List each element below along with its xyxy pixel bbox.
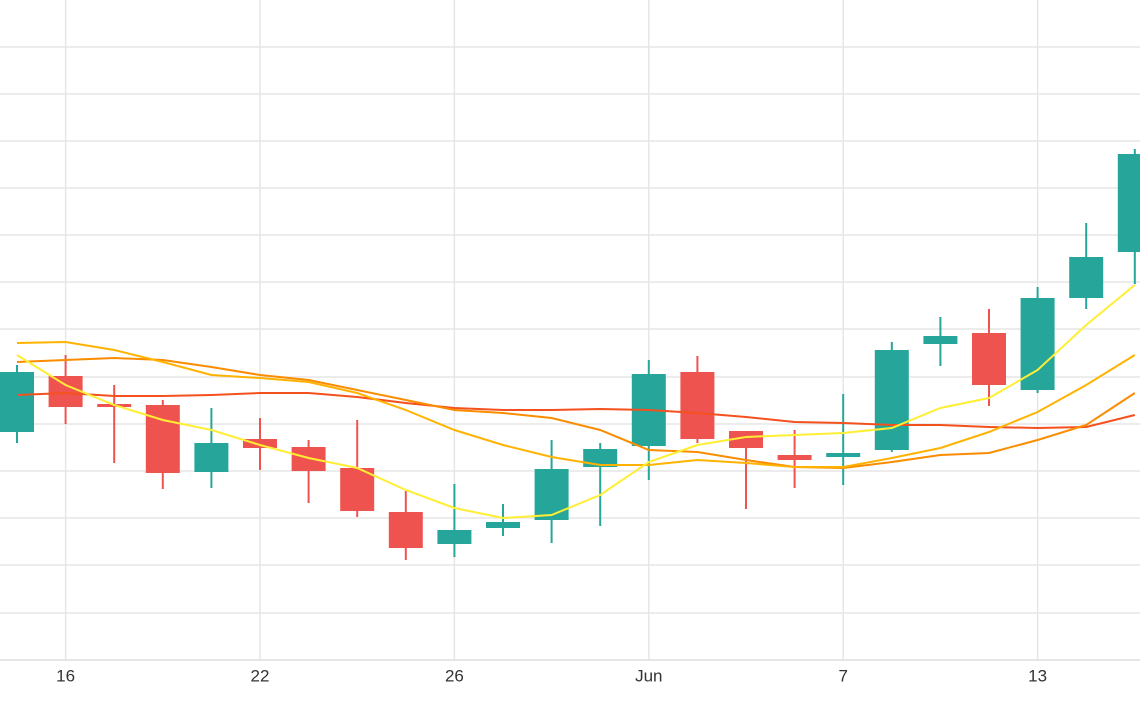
candle-body: [388, 512, 423, 548]
candle-body: [826, 453, 861, 457]
candle-body: [972, 333, 1006, 385]
candle-body: [194, 443, 229, 472]
candle-body: [729, 431, 763, 448]
candle-body: [437, 530, 472, 544]
candle-body: [874, 350, 909, 450]
x-tick-label: Jun: [635, 666, 662, 685]
x-tick-label: 22: [251, 666, 270, 685]
candle-body: [777, 455, 812, 460]
candle-body: [923, 336, 958, 344]
candle-body: [340, 468, 375, 511]
candle-body: [145, 405, 180, 473]
candle-body: [1069, 257, 1104, 298]
candle-body: [1020, 298, 1055, 390]
x-tick-label: 7: [838, 666, 847, 685]
moving-average-line: [16, 391, 1136, 430]
candle-body: [243, 439, 277, 448]
candle-body: [486, 522, 520, 528]
moving-average-line: [16, 340, 1136, 468]
moving-average-line: [16, 284, 1136, 520]
candle-body: [680, 372, 715, 439]
candle-body: [583, 449, 618, 467]
x-tick-label: 26: [445, 666, 464, 685]
candle-body: [534, 469, 569, 520]
x-tick-label: 13: [1028, 666, 1047, 685]
candle-body: [0, 372, 34, 432]
candle-body: [48, 376, 83, 407]
candle-body: [1117, 154, 1140, 252]
x-tick-label: 16: [56, 666, 75, 685]
moving-average-line: [16, 356, 1136, 470]
